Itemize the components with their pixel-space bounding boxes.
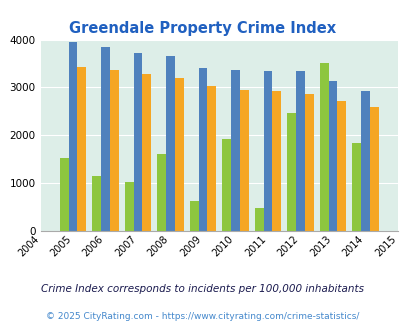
Bar [328,81,337,231]
Bar [360,91,369,231]
Bar [101,47,110,231]
Bar [142,74,151,231]
Bar [369,107,377,231]
Bar [175,78,183,231]
Bar [60,158,68,231]
Bar [352,143,360,231]
Bar [166,56,175,231]
Bar [287,113,295,231]
Bar [319,63,328,231]
Bar [254,208,263,231]
Bar [263,71,272,231]
Bar [272,91,280,231]
Bar [230,70,239,231]
Bar [77,67,86,231]
Bar [125,182,133,231]
Bar [157,154,166,231]
Bar [68,43,77,231]
Bar [92,177,101,231]
Bar [190,201,198,231]
Bar [198,68,207,231]
Text: Crime Index corresponds to incidents per 100,000 inhabitants: Crime Index corresponds to incidents per… [41,284,364,294]
Bar [304,94,313,231]
Bar [295,71,304,231]
Bar [110,70,118,231]
Bar [222,139,230,231]
Bar [207,85,215,231]
Text: Greendale Property Crime Index: Greendale Property Crime Index [69,21,336,36]
Bar [133,52,142,231]
Bar [239,90,248,231]
Bar [337,101,345,231]
Text: © 2025 CityRating.com - https://www.cityrating.com/crime-statistics/: © 2025 CityRating.com - https://www.city… [46,313,359,321]
